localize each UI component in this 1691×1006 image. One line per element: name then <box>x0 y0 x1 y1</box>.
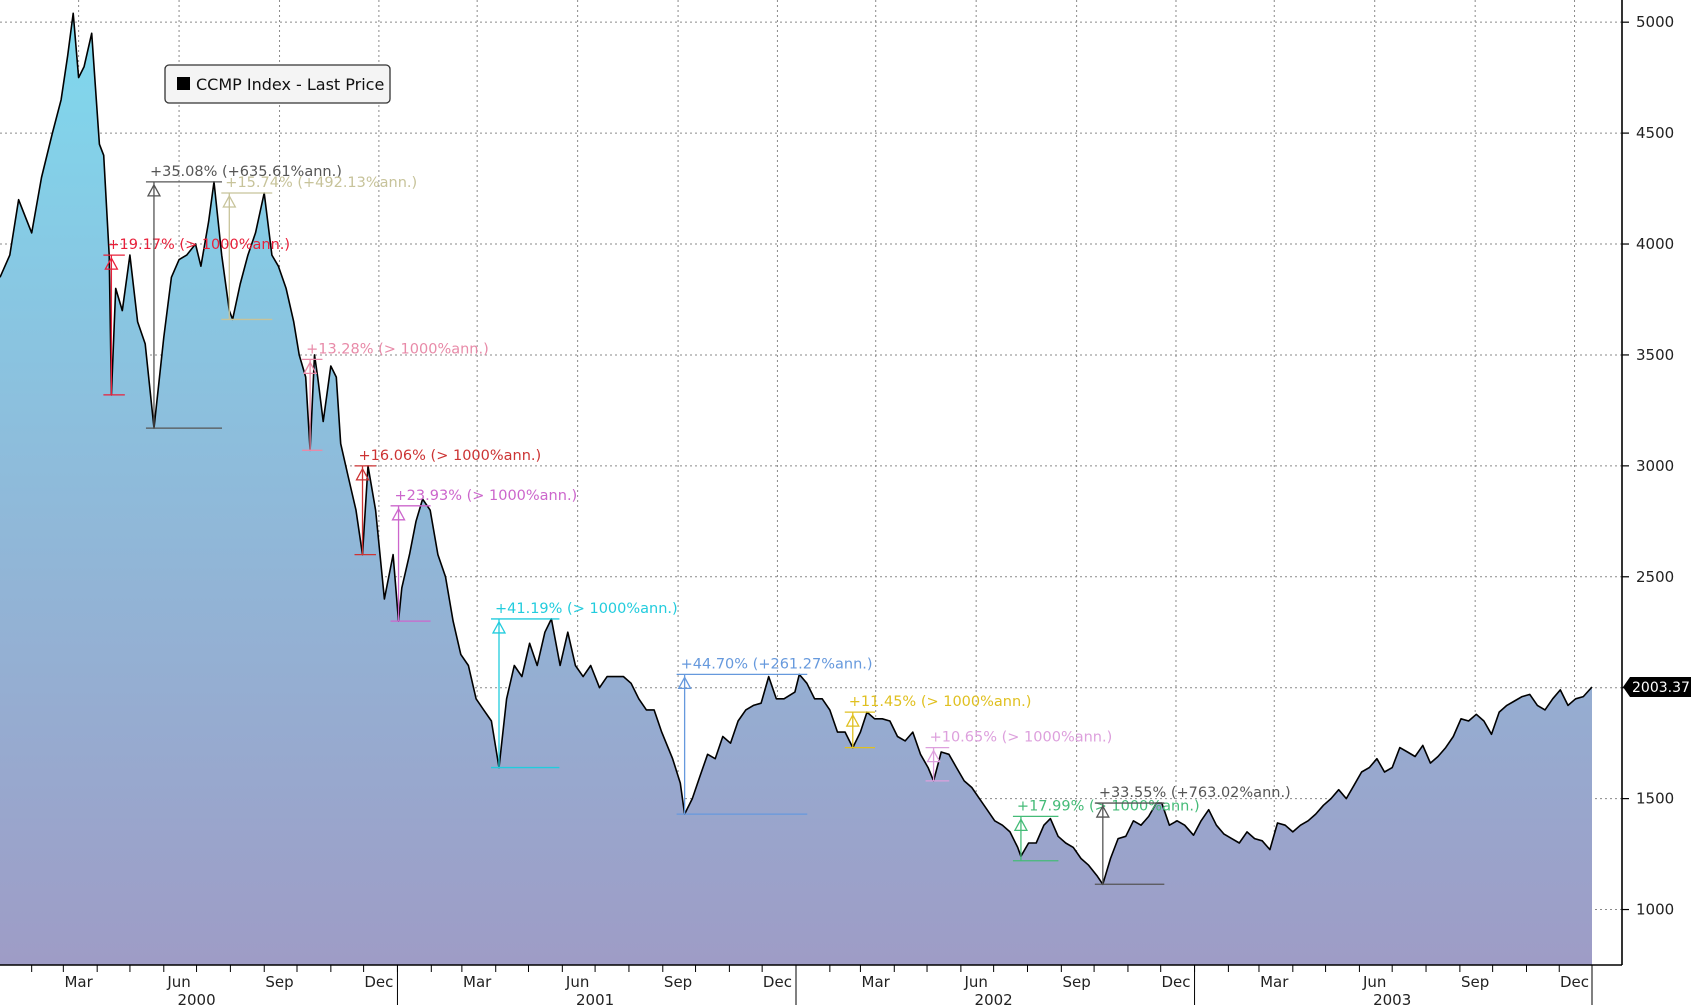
rally-arrow <box>677 676 692 690</box>
rally-label: +44.70% (+261.27%ann.) <box>681 656 873 672</box>
x-tick-label: Dec <box>763 973 792 991</box>
y-tick-label: 3000 <box>1636 457 1674 475</box>
year-label: 2000 <box>177 991 215 1006</box>
x-tick-label: Dec <box>1161 973 1190 991</box>
rally-label: +17.99% (> 1000%ann.) <box>1017 798 1200 814</box>
rally-annotation: +41.19% (> 1000%ann.) <box>491 601 678 769</box>
rally-annotation: +33.55% (+763.02%ann.) <box>1094 785 1291 885</box>
rally-arrow <box>355 467 370 481</box>
rally-label: +16.06% (> 1000%ann.) <box>359 448 542 464</box>
rally-label: +10.65% (> 1000%ann.) <box>930 730 1113 746</box>
rally-arrow <box>391 507 406 521</box>
rally-annotation: +44.70% (+261.27%ann.) <box>676 656 873 815</box>
rally-arrow <box>104 256 119 270</box>
rally-annotation: +35.08% (+635.61%ann.) <box>145 164 342 429</box>
year-label: 2003 <box>1373 991 1411 1006</box>
rally-annotation: +17.99% (> 1000%ann.) <box>1012 798 1200 862</box>
x-tick-label: Mar <box>1260 973 1289 991</box>
rally-annotations: +19.17% (> 1000%ann.) +35.08% (+635.61%an… <box>103 164 1291 885</box>
x-tick-label: Mar <box>463 973 492 991</box>
y-tick-label: 4000 <box>1636 235 1674 253</box>
x-tick-label: Mar <box>862 973 891 991</box>
rally-label: +41.19% (> 1000%ann.) <box>495 601 678 617</box>
rally-label: +15.74% (+492.13%ann.) <box>225 175 417 191</box>
x-tick-label: Sep <box>664 973 692 991</box>
price-area <box>0 12 1593 966</box>
legend-box <box>164 64 391 104</box>
rally-arrow <box>1013 818 1029 832</box>
x-tick-label: Sep <box>1461 973 1489 991</box>
rally-arrow <box>926 749 941 763</box>
rally-annotation: +11.45% (> 1000%ann.) <box>844 694 1032 749</box>
x-tick-label: Jun <box>1362 973 1386 991</box>
last-price-label: 2003.37 <box>1632 680 1690 696</box>
rally-annotation: +19.17% (> 1000%ann.) <box>103 237 290 396</box>
year-label: 2001 <box>576 991 614 1006</box>
year-label: 2002 <box>975 991 1013 1006</box>
rally-label: +11.45% (> 1000%ann.) <box>849 694 1032 710</box>
y-tick-label: 1000 <box>1636 901 1674 919</box>
price-area-fill <box>0 13 1592 966</box>
rally-annotation: +15.74% (+492.13%ann.) <box>221 175 417 321</box>
y-tick-label: 4500 <box>1636 124 1674 142</box>
legend-label: CCMP Index - Last Price <box>196 75 384 94</box>
x-tick-label: Dec <box>1560 973 1589 991</box>
last-price-tag <box>1623 676 1691 697</box>
rally-arrow <box>146 183 162 197</box>
legend-swatch <box>177 77 190 90</box>
rally-label: +35.08% (+635.61%ann.) <box>150 164 342 180</box>
x-tick-label: Jun <box>166 973 190 991</box>
rally-annotation: +10.65% (> 1000%ann.) <box>925 730 1113 782</box>
rally-label: +19.17% (> 1000%ann.) <box>107 237 290 253</box>
rally-annotation: +13.28% (> 1000%ann.) <box>302 341 489 451</box>
rally-arrow <box>491 620 507 634</box>
x-tick-label: Sep <box>1062 973 1090 991</box>
x-tick-label: Jun <box>565 973 589 991</box>
rally-arrow <box>1095 804 1110 818</box>
rally-arrow <box>303 361 318 375</box>
legend: CCMP Index - Last Price <box>164 64 391 104</box>
rally-arrow <box>845 713 860 727</box>
rally-label: +23.93% (> 1000%ann.) <box>395 488 578 504</box>
rally-label: +13.28% (> 1000%ann.) <box>306 341 489 357</box>
y-tick-label: 5000 <box>1636 13 1674 31</box>
price-line <box>0 12 1593 886</box>
x-tick-label: Sep <box>265 973 293 991</box>
x-tick-label: Jun <box>963 973 987 991</box>
rally-label: +33.55% (+763.02%ann.) <box>1099 785 1291 801</box>
y-tick-label: 3500 <box>1636 346 1674 364</box>
x-tick-label: Dec <box>364 973 393 991</box>
x-tick-label: Mar <box>64 973 93 991</box>
rally-arrow <box>222 194 237 208</box>
rally-annotation: +23.93% (> 1000%ann.) <box>390 488 578 622</box>
rally-annotation: +16.06% (> 1000%ann.) <box>354 448 542 556</box>
y-tick-label: 1500 <box>1636 790 1674 808</box>
y-tick-label: 2500 <box>1636 568 1674 586</box>
